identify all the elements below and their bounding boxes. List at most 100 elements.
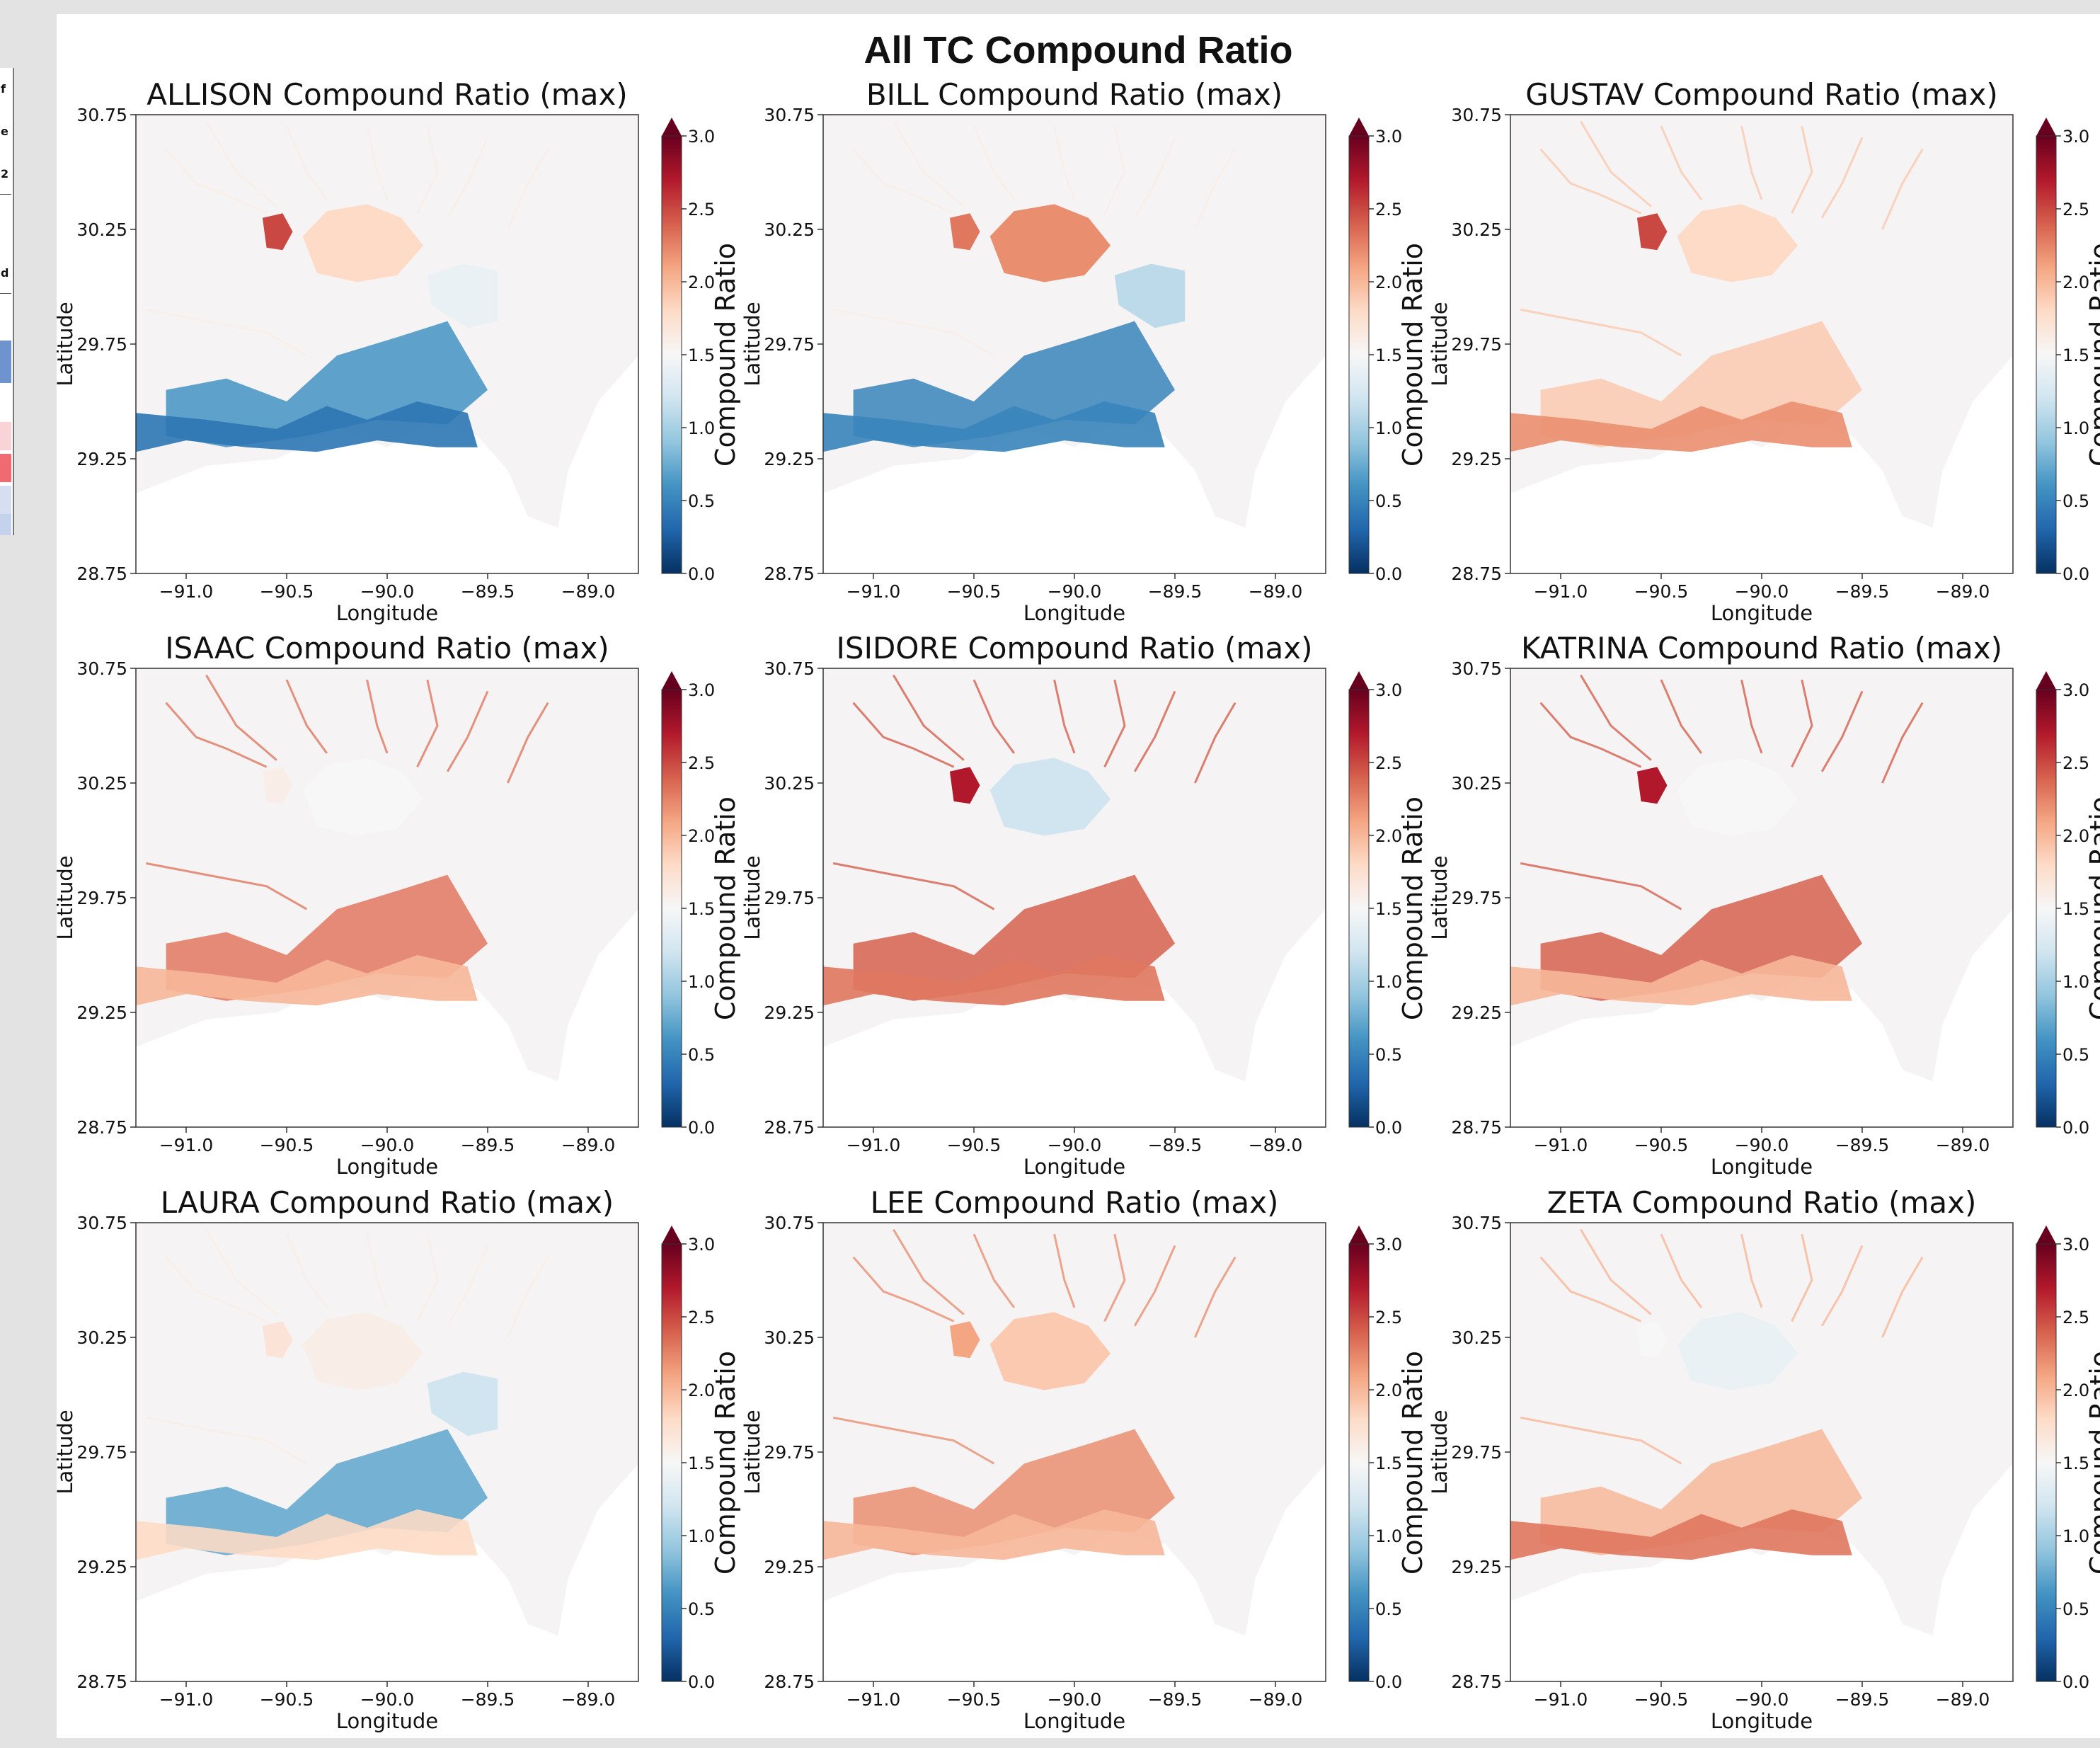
x-tick-label: −90.5 <box>260 581 314 602</box>
colorbar-tick-label: 1.5 <box>2062 345 2089 365</box>
x-tick-label: −91.0 <box>847 1689 901 1710</box>
strip-color-cell <box>0 422 11 450</box>
y-axis-label: Latitude <box>57 855 77 939</box>
x-tick-label: −89.5 <box>1148 1135 1203 1155</box>
river-channel <box>205 1228 277 1315</box>
colorbar-tick-label: 1.5 <box>1375 1453 1402 1473</box>
colorbar-tick-label: 0.5 <box>1375 1045 1402 1065</box>
colorbar-tick-label: 2.5 <box>688 1308 715 1327</box>
y-tick-label: 30.25 <box>1451 219 1502 240</box>
x-tick-label: −91.0 <box>159 581 214 602</box>
lake-borgne <box>1114 263 1186 329</box>
y-tick-label: 30.25 <box>76 773 127 794</box>
river-channel <box>1660 125 1703 200</box>
x-tick-label: −89.0 <box>1249 1689 1303 1710</box>
gulf-water <box>823 1463 1326 1681</box>
colorbar-tick-label: 0.5 <box>1375 1599 1402 1619</box>
colorbar-extend-arrow <box>2036 1226 2056 1244</box>
x-tick-label: −90.0 <box>1735 581 1789 602</box>
colorbar-label: Compound Ratio <box>1397 243 1428 467</box>
x-tick-label: −89.0 <box>1936 1135 1990 1155</box>
river-channel <box>1133 137 1176 219</box>
x-tick-label: −90.5 <box>947 1135 1002 1155</box>
colorbar: 0.0 0.5 1.0 1.5 2.0 2.5 3.0 Compound Ratio <box>1348 118 1428 584</box>
colorbar-bar <box>661 1243 682 1682</box>
lake-pontchartrain <box>989 1312 1111 1390</box>
subplot-title: ALLISON Compound Ratio (max) <box>147 77 627 112</box>
figure-svg: ALLISON Compound Ratio (max) −91.0 −90.5 −9… <box>57 77 2100 1733</box>
colorbar: 0.0 0.5 1.0 1.5 2.0 2.5 3.0 Compound Ratio <box>661 671 741 1138</box>
river-channel <box>446 1245 489 1327</box>
colorbar-tick-label: 2.0 <box>1375 273 1402 292</box>
colorbar-label: Compound Ratio <box>2084 1351 2100 1575</box>
colorbar-tick-label: 0.5 <box>688 491 715 511</box>
colorbar-tick-label: 3.0 <box>1375 127 1402 147</box>
river-channel <box>1539 148 1642 215</box>
colorbar-tick-label: 3.0 <box>688 680 715 700</box>
colorbar-bar <box>2036 689 2057 1128</box>
colorbar-label: Compound Ratio <box>710 243 741 467</box>
subplot: GUSTAV Compound Ratio (max) −91.0 −90.5 −90… <box>1428 77 2100 625</box>
x-tick-label: −91.0 <box>159 1689 214 1710</box>
map-area <box>136 668 638 1127</box>
river-channel <box>1660 679 1703 754</box>
y-tick-label: 30.75 <box>76 105 127 125</box>
x-tick-label: −91.0 <box>159 1135 214 1155</box>
x-axis-label: Longitude <box>336 601 438 625</box>
map-area <box>823 668 1326 1127</box>
river-channel <box>145 1416 308 1465</box>
y-tick-label: 28.75 <box>76 564 127 584</box>
map-area <box>823 1223 1326 1681</box>
subplot: ISAAC Compound Ratio (max) −91.0 −90.5 −90.… <box>57 631 741 1179</box>
strip-char: f <box>1 82 6 96</box>
lake-maurepas <box>262 1321 293 1359</box>
river-channel <box>1520 308 1682 357</box>
subplot: BILL Compound Ratio (max) −91.0 −90.5 −90.0… <box>740 77 1428 625</box>
colorbar-tick-label: 1.0 <box>1375 418 1402 438</box>
y-tick-label: 29.75 <box>76 888 127 908</box>
colorbar-extend-arrow <box>662 671 682 690</box>
y-tick-label: 29.75 <box>76 1442 127 1463</box>
colorbar-tick-label: 1.5 <box>688 1453 715 1473</box>
colorbar-bar <box>1348 689 1370 1128</box>
x-tick-label: −89.0 <box>1249 1135 1303 1155</box>
x-tick-label: −90.5 <box>1634 1135 1689 1155</box>
y-tick-label: 30.25 <box>76 219 127 240</box>
y-tick-label: 30.25 <box>76 1327 127 1348</box>
river-channel <box>446 137 489 219</box>
river-channel <box>507 148 549 230</box>
lake-pontchartrain <box>1677 1312 1798 1390</box>
y-tick-label: 29.75 <box>1451 888 1502 908</box>
strip-color-cell <box>0 486 11 514</box>
coast-band <box>823 955 1165 1006</box>
colorbar-tick-label: 2.0 <box>1375 826 1402 846</box>
y-tick-label: 30.25 <box>764 773 815 794</box>
colorbar-tick-label: 1.0 <box>2062 1526 2089 1546</box>
colorbar-tick-label: 1.0 <box>688 418 715 438</box>
y-tick-label: 29.25 <box>764 449 815 469</box>
coast-band <box>136 401 478 452</box>
strip-divider <box>0 293 11 294</box>
river-channel <box>1520 862 1682 910</box>
river-channel <box>832 308 995 357</box>
lake-maurepas <box>1636 767 1668 804</box>
river-channel <box>1791 679 1813 767</box>
subplot: ALLISON Compound Ratio (max) −91.0 −90.5 −9… <box>57 77 741 625</box>
colorbar-tick-label: 0.5 <box>2062 491 2089 511</box>
river-channel <box>1881 702 1924 784</box>
colorbar-tick-label: 2.5 <box>688 753 715 773</box>
river-channel <box>1881 1256 1924 1338</box>
colorbar-tick-label: 1.5 <box>688 899 715 919</box>
colorbar-bar <box>2036 1243 2057 1682</box>
figure-title: All TC Compound Ratio <box>863 29 1293 72</box>
river-channel <box>1580 674 1652 761</box>
map-area <box>136 1223 638 1681</box>
strip-char: 2 <box>1 167 9 181</box>
x-tick-label: −91.0 <box>1534 1689 1588 1710</box>
colorbar-tick-label: 1.0 <box>2062 972 2089 992</box>
y-tick-label: 29.75 <box>1451 334 1502 355</box>
subplot-title: KATRINA Compound Ratio (max) <box>1521 631 2002 666</box>
x-axis-label: Longitude <box>1711 1709 1813 1733</box>
river-channel <box>893 120 965 207</box>
colorbar-tick-label: 0.5 <box>2062 1599 2089 1619</box>
